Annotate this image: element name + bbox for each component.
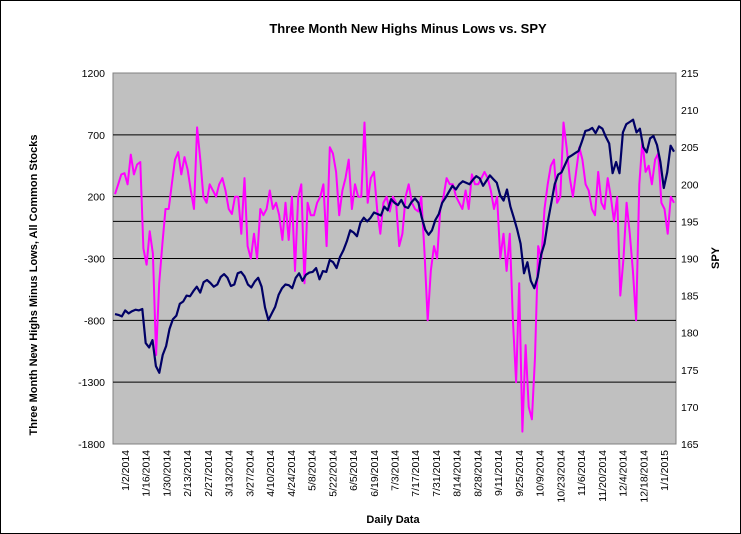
series-lines <box>114 118 675 433</box>
highs-minus-lows-line <box>114 121 675 433</box>
x-tick-label: 1/2/2014 <box>120 450 132 491</box>
spy-line <box>114 118 675 374</box>
x-tick-label: 8/28/2014 <box>472 450 484 497</box>
x-tick-label: 4/10/2014 <box>265 450 277 497</box>
x-tick-label: 12/18/2014 <box>638 450 650 503</box>
x-tick-label: 9/25/2014 <box>514 450 526 497</box>
right-y-tick-label: 205 <box>681 142 699 154</box>
x-tick-label: 7/31/2014 <box>431 450 443 497</box>
x-tick-label: 7/17/2014 <box>410 450 422 497</box>
x-tick-label: 11/6/2014 <box>576 450 588 496</box>
right-y-tick-label: 170 <box>681 402 699 414</box>
x-tick-label: 3/13/2014 <box>224 450 236 497</box>
x-tick-label: 6/5/2014 <box>348 450 360 491</box>
left-y-tick-label: -1300 <box>78 377 105 389</box>
x-tick-label: 2/27/2014 <box>203 450 215 497</box>
x-tick-label: 10/9/2014 <box>535 450 547 497</box>
left-y-tick-label: -300 <box>84 254 105 266</box>
x-tick-label: 2/13/2014 <box>182 450 194 497</box>
x-tick-label: 1/1/2015 <box>659 450 671 491</box>
x-tick-label: 6/19/2014 <box>369 450 381 497</box>
x-tick-label: 7/3/2014 <box>390 450 402 491</box>
left-y-tick-label: 1200 <box>82 68 106 80</box>
right-y-tick-label: 165 <box>681 439 699 451</box>
left-y-tick-label: 700 <box>87 130 105 142</box>
x-tick-label: 5/8/2014 <box>307 450 319 491</box>
left-y-axis-title: Three Month New Highs Minus Lows, All Co… <box>28 135 40 436</box>
x-tick-label: 8/14/2014 <box>452 450 464 497</box>
right-y-axis-title: SPY <box>710 246 722 269</box>
x-axis-title: Daily Data <box>366 514 420 526</box>
right-y-tick-label: 180 <box>681 328 699 340</box>
x-tick-label: 12/4/2014 <box>618 450 630 497</box>
right-y-tick-label: 185 <box>681 291 699 303</box>
right-y-tick-label: 200 <box>681 179 699 191</box>
left-y-tick-label: -1800 <box>78 439 105 451</box>
right-y-tick-label: 175 <box>681 365 699 377</box>
x-tick-label: 5/22/2014 <box>327 450 339 497</box>
left-y-tick-label: 200 <box>87 192 105 204</box>
x-tick-label: 11/20/2014 <box>597 450 609 502</box>
left-y-tick-label: -800 <box>84 315 105 327</box>
left-y-tick-labels: -1800 -1300 -800 -300 200 700 1200 <box>78 68 105 451</box>
x-tick-label: 1/30/2014 <box>161 450 173 497</box>
x-tick-label: 1/16/2014 <box>141 450 153 497</box>
x-tick-label: 4/24/2014 <box>286 450 298 497</box>
chart-title: Three Month New Highs Minus Lows vs. SPY <box>269 21 547 36</box>
right-y-tick-label: 190 <box>681 254 699 266</box>
x-tick-label: 10/23/2014 <box>555 450 567 503</box>
x-tick-label: 9/11/2014 <box>493 450 505 496</box>
gridlines <box>113 134 676 383</box>
right-y-tick-label: 215 <box>681 68 699 80</box>
x-tick-label: 3/27/2014 <box>244 450 256 497</box>
right-y-tick-label: 195 <box>681 216 699 228</box>
right-y-tick-label: 210 <box>681 105 699 117</box>
right-y-tick-labels: 165 170 175 180 185 190 195 200 205 210 215 <box>681 68 699 451</box>
x-tick-labels: 1/2/2014 1/16/2014 1/30/2014 2/13/2014 2/27/… <box>120 450 671 503</box>
